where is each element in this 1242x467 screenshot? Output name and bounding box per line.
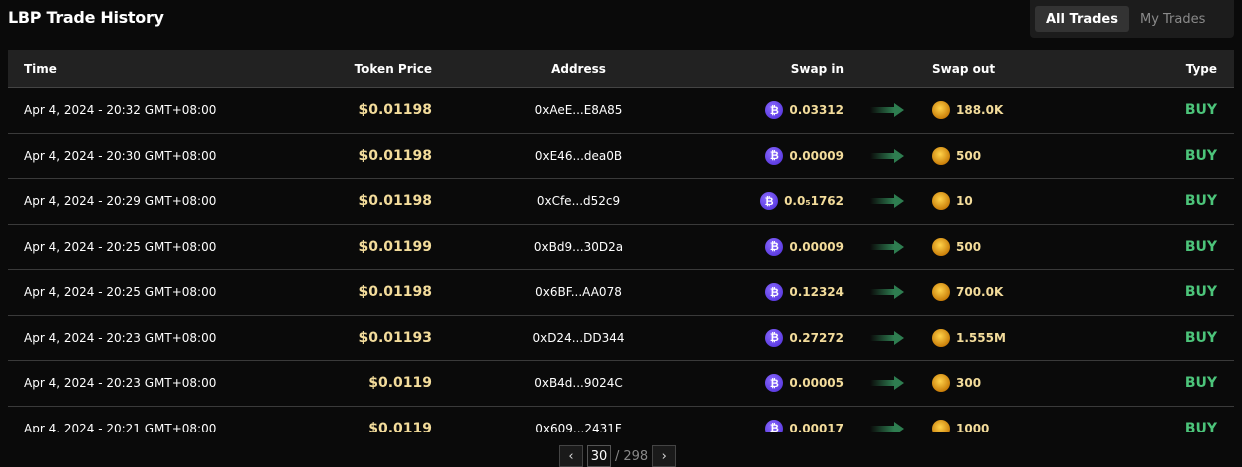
swap-out-amount: 188.0K bbox=[956, 103, 1004, 118]
swap-in-amount: 0.00009 bbox=[789, 239, 844, 254]
trader-address[interactable]: 0xCfe...d52c9 bbox=[536, 194, 621, 209]
trade-type: BUY bbox=[1184, 375, 1217, 392]
table-row: Apr 4, 2024 - 20:23 GMT+08:00 $0.0119 0x… bbox=[8, 361, 1234, 407]
trader-address[interactable]: 0xB4d...9024C bbox=[534, 376, 623, 391]
trader-address[interactable]: 0x6BF...AA078 bbox=[535, 285, 622, 300]
trade-time: Apr 4, 2024 - 20:25 GMT+08:00 bbox=[24, 285, 217, 300]
gold-coin-icon bbox=[932, 192, 950, 211]
gold-coin-icon bbox=[932, 328, 950, 347]
trader-address[interactable]: 0xE46...dea0B bbox=[534, 148, 623, 163]
tab-all-trades[interactable]: All Trades bbox=[1035, 6, 1129, 32]
prev-page-button[interactable]: ‹ bbox=[559, 445, 583, 467]
token-price: $0.01198 bbox=[358, 193, 432, 210]
trade-history-table: Time Token Price Address Swap in Swap ou… bbox=[8, 50, 1234, 432]
swap-in-amount: 0.00009 bbox=[789, 148, 844, 163]
trade-type: BUY bbox=[1184, 329, 1217, 346]
table-row: Apr 4, 2024 - 20:32 GMT+08:00 $0.01198 0… bbox=[8, 88, 1234, 134]
swap-in-amount: 0.00017 bbox=[789, 421, 844, 432]
swap-out-amount: 10 bbox=[956, 194, 973, 209]
table-row: Apr 4, 2024 - 20:30 GMT+08:00 $0.01198 0… bbox=[8, 134, 1234, 179]
trade-type: BUY bbox=[1184, 420, 1217, 432]
trade-type: BUY bbox=[1184, 193, 1217, 210]
gold-coin-icon bbox=[932, 146, 950, 165]
table-row: Apr 4, 2024 - 20:21 GMT+08:00 $0.0119 0x… bbox=[8, 407, 1234, 432]
swap-out-amount: 300 bbox=[956, 376, 982, 391]
bitcoin-icon: ₿ bbox=[765, 283, 784, 302]
swap-in-amount: 0.00005 bbox=[789, 376, 844, 391]
token-price: $0.01198 bbox=[358, 284, 432, 301]
swap-out-amount: 700.0K bbox=[956, 285, 1004, 300]
trade-filter-tabs: All Trades My Trades bbox=[1030, 0, 1234, 38]
token-price: $0.01198 bbox=[358, 147, 432, 164]
trade-time: Apr 4, 2024 - 20:23 GMT+08:00 bbox=[24, 376, 217, 391]
trader-address[interactable]: 0xAeE...E8A85 bbox=[534, 103, 623, 118]
bitcoin-icon: ₿ bbox=[765, 328, 784, 347]
trader-address[interactable]: 0xD24...DD344 bbox=[532, 330, 625, 345]
column-type: Type bbox=[1185, 61, 1217, 76]
token-price: $0.0119 bbox=[368, 375, 432, 392]
gold-coin-icon bbox=[932, 283, 950, 302]
bitcoin-icon: ₿ bbox=[765, 419, 784, 432]
trade-time: Apr 4, 2024 - 20:30 GMT+08:00 bbox=[24, 148, 217, 163]
trade-type: BUY bbox=[1184, 102, 1217, 119]
column-time: Time bbox=[24, 61, 57, 76]
trade-time: Apr 4, 2024 - 20:32 GMT+08:00 bbox=[24, 103, 217, 118]
arrow-right-icon bbox=[870, 285, 906, 300]
gold-coin-icon bbox=[932, 237, 950, 256]
swap-in-amount: 0.12324 bbox=[789, 285, 844, 300]
bitcoin-icon: ₿ bbox=[765, 374, 784, 393]
bitcoin-icon: ₿ bbox=[765, 101, 784, 120]
token-price: $0.01199 bbox=[358, 238, 432, 255]
total-pages: 298 bbox=[623, 448, 649, 464]
arrow-right-icon bbox=[870, 376, 906, 391]
table-row: Apr 4, 2024 - 20:25 GMT+08:00 $0.01198 0… bbox=[8, 270, 1234, 316]
arrow-right-icon bbox=[870, 103, 906, 118]
swap-out-amount: 1.555M bbox=[956, 330, 1006, 345]
page-title: LBP Trade History bbox=[8, 8, 164, 27]
swap-out-amount: 500 bbox=[956, 148, 982, 163]
trade-time: Apr 4, 2024 - 20:21 GMT+08:00 bbox=[24, 421, 217, 432]
trader-address[interactable]: 0xBd9...30D2a bbox=[533, 239, 624, 254]
arrow-right-icon bbox=[870, 421, 906, 432]
column-swap-in: Swap in bbox=[790, 61, 844, 76]
gold-coin-icon bbox=[932, 374, 950, 393]
bitcoin-icon: ₿ bbox=[760, 192, 779, 211]
column-swap-out: Swap out bbox=[932, 61, 996, 76]
bitcoin-icon: ₿ bbox=[765, 146, 784, 165]
trade-time: Apr 4, 2024 - 20:25 GMT+08:00 bbox=[24, 239, 217, 254]
next-page-button[interactable]: › bbox=[652, 445, 677, 467]
swap-out-amount: 500 bbox=[956, 239, 982, 254]
swap-in-amount: 0.27272 bbox=[789, 330, 844, 345]
arrow-right-icon bbox=[870, 148, 906, 163]
table-row: Apr 4, 2024 - 20:25 GMT+08:00 $0.01199 0… bbox=[8, 225, 1234, 270]
bitcoin-icon: ₿ bbox=[765, 237, 784, 256]
trade-type: BUY bbox=[1184, 147, 1217, 164]
table-header: Time Token Price Address Swap in Swap ou… bbox=[8, 50, 1234, 88]
table-row: Apr 4, 2024 - 20:23 GMT+08:00 $0.01193 0… bbox=[8, 316, 1234, 361]
trade-time: Apr 4, 2024 - 20:29 GMT+08:00 bbox=[24, 194, 217, 209]
page-input[interactable]: 30 bbox=[587, 445, 611, 467]
arrow-right-icon bbox=[870, 239, 906, 254]
token-price: $0.01198 bbox=[358, 102, 432, 119]
trader-address[interactable]: 0x609...2431F bbox=[535, 421, 622, 432]
trade-time: Apr 4, 2024 - 20:23 GMT+08:00 bbox=[24, 330, 217, 345]
tab-my-trades[interactable]: My Trades bbox=[1139, 11, 1206, 27]
trade-type: BUY bbox=[1184, 284, 1217, 301]
pagination: ‹ 30 / 298 › bbox=[559, 445, 677, 467]
page-separator: / bbox=[615, 448, 620, 464]
gold-coin-icon bbox=[932, 101, 950, 120]
swap-in-amount: 0.0₅1762 bbox=[784, 194, 844, 209]
arrow-right-icon bbox=[870, 330, 906, 345]
swap-out-amount: 1000 bbox=[956, 421, 990, 432]
column-address: Address bbox=[551, 61, 606, 76]
swap-in-amount: 0.03312 bbox=[789, 103, 844, 118]
table-row: Apr 4, 2024 - 20:29 GMT+08:00 $0.01198 0… bbox=[8, 179, 1234, 225]
arrow-right-icon bbox=[870, 194, 906, 209]
gold-coin-icon bbox=[932, 419, 950, 432]
token-price: $0.0119 bbox=[368, 420, 432, 432]
column-price: Token Price bbox=[354, 61, 432, 76]
trade-type: BUY bbox=[1184, 238, 1217, 255]
token-price: $0.01193 bbox=[358, 329, 432, 346]
